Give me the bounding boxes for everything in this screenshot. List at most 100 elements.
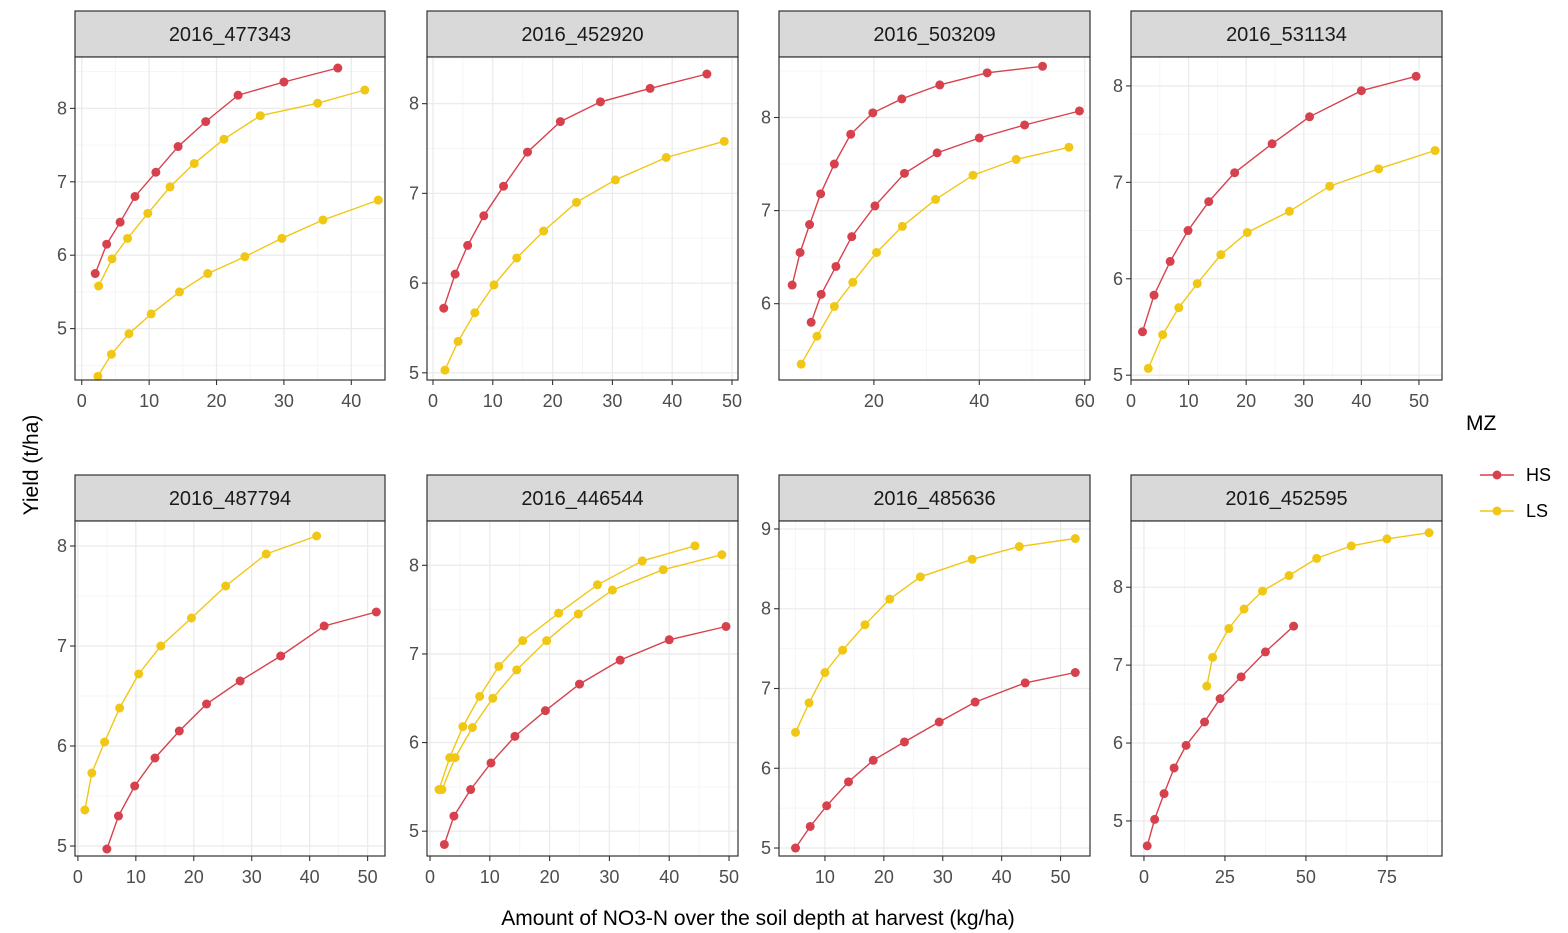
data-point-ls: [1208, 652, 1218, 662]
x-tick-label: 60: [1075, 391, 1095, 411]
data-point-ls: [658, 565, 668, 575]
data-point-ls: [717, 550, 727, 560]
x-tick-label: 40: [969, 391, 989, 411]
y-tick-label: 6: [1113, 269, 1123, 289]
x-tick-label: 50: [1409, 391, 1429, 411]
facet-panel-3: 2016_503209 20 40 60 6 7 8: [761, 10, 1095, 411]
data-point-hs: [816, 189, 826, 199]
data-point-ls: [829, 301, 839, 311]
data-point-ls: [690, 541, 700, 551]
data-point-ls: [470, 308, 480, 318]
x-tick-label: 50: [1051, 867, 1071, 887]
y-tick-label: 5: [1113, 365, 1123, 385]
y-tick-label: 7: [409, 644, 419, 664]
data-point-hs: [897, 94, 907, 104]
x-tick-label: 40: [992, 867, 1012, 887]
x-tick-label: 20: [543, 391, 563, 411]
data-point-hs: [702, 69, 712, 79]
data-point-hs: [816, 289, 826, 299]
series-line-hs: [1141, 75, 1417, 333]
x-tick-label: 10: [126, 867, 146, 887]
data-point-hs: [899, 168, 909, 178]
x-axis-title: Amount of NO3-N over the soil depth at h…: [501, 907, 1015, 930]
facet-panel-4: 2016_531134 0 10 20 30 40 50 5 6 7 8: [1113, 10, 1443, 411]
data-point-ls: [1216, 250, 1226, 260]
data-point-ls: [719, 136, 729, 146]
data-point-hs: [151, 167, 161, 177]
data-point-ls: [790, 727, 800, 737]
data-point-ls: [542, 636, 552, 646]
data-point-hs: [233, 90, 243, 100]
legend-dot-hs: [1492, 470, 1502, 480]
data-point-hs: [449, 811, 459, 821]
data-point-ls: [1284, 206, 1294, 216]
data-point-ls: [554, 608, 564, 618]
data-point-hs: [1150, 814, 1160, 824]
series-line-ls: [97, 199, 379, 377]
data-point-hs: [333, 63, 343, 73]
y-tick-label: 5: [57, 836, 67, 856]
data-point-hs: [1215, 694, 1225, 704]
data-point-hs: [1305, 112, 1315, 122]
data-point-ls: [450, 753, 460, 763]
x-tick-label: 40: [1351, 391, 1371, 411]
data-point-hs: [1159, 789, 1169, 799]
data-point-hs: [1165, 256, 1175, 266]
data-point-hs: [822, 801, 832, 811]
data-point-hs: [479, 211, 489, 221]
data-point-hs: [1149, 290, 1159, 300]
facet-strip-label: 2016_503209: [873, 24, 995, 46]
x-tick-label: 50: [358, 867, 378, 887]
panel-border: [74, 56, 386, 381]
data-point-ls: [1143, 363, 1153, 373]
data-point-ls: [1011, 154, 1021, 164]
facet-panel-7: 2016_485636 10 20 30 40 50 5 6 7 8 9: [761, 474, 1091, 887]
data-point-ls: [1424, 528, 1434, 538]
data-point-ls: [115, 703, 125, 713]
x-tick-label: 30: [1294, 391, 1314, 411]
x-tick-label: 20: [540, 867, 560, 887]
data-point-hs: [540, 706, 550, 716]
facet-strip: [74, 474, 386, 522]
data-point-ls: [123, 233, 133, 243]
facet-strip: [778, 474, 1091, 522]
data-point-ls: [475, 691, 485, 701]
panel-background: [779, 57, 1090, 380]
data-point-ls: [494, 661, 504, 671]
series-line-hs: [443, 73, 708, 309]
y-tick-label: 7: [761, 201, 771, 221]
data-point-ls: [931, 194, 941, 204]
facet-strip-label: 2016_531134: [1226, 24, 1347, 46]
data-point-ls: [146, 309, 156, 319]
data-point-ls: [100, 737, 110, 747]
data-point-hs: [970, 697, 980, 707]
data-point-hs: [201, 117, 211, 127]
data-point-ls: [1325, 181, 1335, 191]
x-tick-label: 25: [1215, 867, 1235, 887]
facet-panel-1: 2016_477343 0 10 20 30 40 5 6 7 8: [57, 10, 386, 411]
data-point-hs: [1070, 668, 1080, 678]
data-point-ls: [318, 215, 328, 225]
facet-strip: [1130, 474, 1443, 522]
data-point-hs: [279, 77, 289, 87]
data-point-hs: [868, 108, 878, 118]
data-point-hs: [371, 607, 381, 617]
data-point-ls: [573, 609, 583, 619]
data-point-ls: [968, 170, 978, 180]
data-point-ls: [539, 226, 549, 236]
x-tick-label: 20: [864, 391, 884, 411]
data-point-ls: [592, 580, 602, 590]
data-point-hs: [1200, 717, 1210, 727]
data-point-ls: [812, 331, 822, 341]
y-tick-label: 6: [409, 733, 419, 753]
data-point-ls: [277, 233, 287, 243]
data-point-ls: [312, 531, 322, 541]
x-tick-label: 10: [483, 391, 503, 411]
data-point-ls: [1064, 142, 1074, 152]
panel-border: [1130, 56, 1443, 381]
data-point-ls: [440, 365, 450, 375]
y-tick-label: 6: [57, 245, 67, 265]
x-tick-label: 0: [77, 391, 87, 411]
series-line-ls: [97, 89, 365, 287]
y-tick-label: 6: [761, 758, 771, 778]
